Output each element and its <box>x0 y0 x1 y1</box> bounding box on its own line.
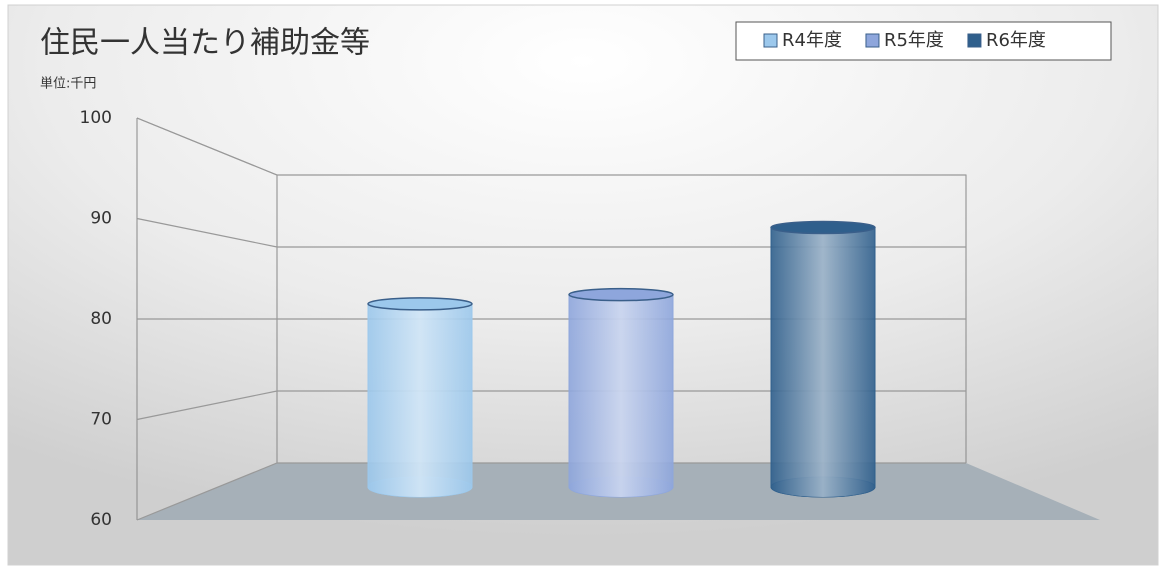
y-tick-label: 90 <box>90 209 112 229</box>
legend-label: R5年度 <box>884 30 944 51</box>
legend-swatch <box>967 33 982 48</box>
grid-line <box>136 462 966 521</box>
unit-label: 単位:千円 <box>40 76 96 92</box>
legend-items: R4年度 R5年度 R6年度 <box>763 30 1046 51</box>
cylinder-top <box>568 287 674 302</box>
cylinder-top <box>770 220 876 235</box>
bar-highlight <box>368 303 472 497</box>
chart-title: 住民一人当たり補助金等 <box>40 26 370 61</box>
legend <box>735 21 1112 61</box>
grid-line <box>136 390 966 421</box>
y-tick-label: 80 <box>90 309 112 329</box>
legend-swatch <box>865 33 880 48</box>
grid-line <box>136 117 966 176</box>
legend-label: R6年度 <box>986 30 1046 51</box>
cylinder-top <box>367 297 473 311</box>
legend-label: R4年度 <box>782 30 842 51</box>
y-tick-label: 100 <box>80 108 112 128</box>
bar-highlight <box>771 227 875 497</box>
y-tick-label: 70 <box>90 410 112 430</box>
y-tick-label: 60 <box>90 510 112 530</box>
bar-highlight <box>569 294 673 497</box>
legend-swatch <box>763 33 778 48</box>
grid-line <box>136 217 966 248</box>
